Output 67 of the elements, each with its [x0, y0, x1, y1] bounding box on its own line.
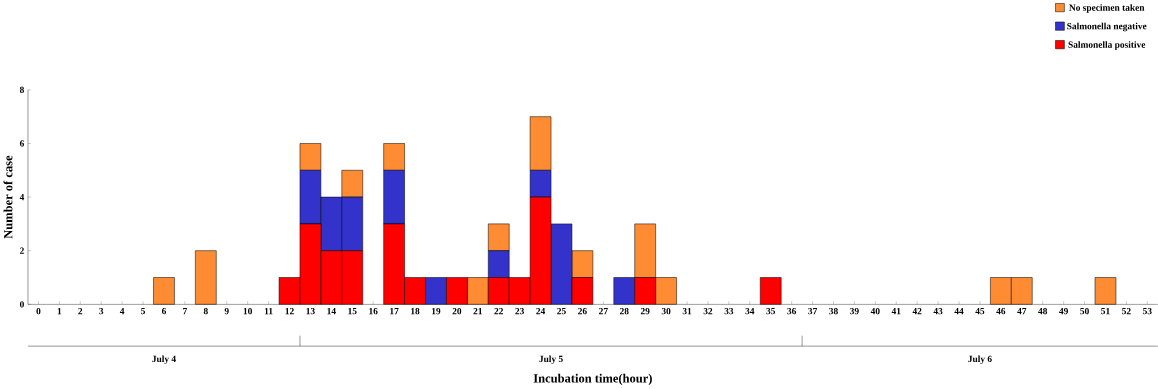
x-tick-label: 27 [599, 308, 608, 315]
x-tick-label: 7 [183, 308, 188, 315]
x-tick-label: 51 [1101, 308, 1110, 315]
x-tick-label: 21 [473, 308, 483, 315]
x-tick-label: 40 [870, 308, 880, 315]
x-tick-label: 11 [264, 308, 273, 315]
x-tick-label: 41 [891, 308, 901, 315]
x-tick-label: 38 [829, 308, 838, 315]
x-tick-label: 20 [452, 308, 462, 315]
x-tick-label: 15 [348, 308, 357, 315]
y-tick-label: 8 [19, 86, 24, 94]
x-tick-label: 48 [1038, 308, 1048, 315]
x-tick-label: 43 [933, 308, 943, 315]
x-tick-label: 24 [536, 308, 546, 315]
text: July 6 [968, 355, 992, 365]
x-tick-label: 53 [1143, 308, 1152, 315]
x-tick-label: 36 [787, 308, 797, 315]
x-tick-label: 33 [724, 308, 734, 315]
x-tick-label: 46 [996, 308, 1006, 315]
x-tick-label: 47 [1017, 308, 1027, 315]
x-tick-label: 22 [494, 308, 504, 315]
text: July 5 [539, 355, 563, 365]
x-tick-label: 29 [640, 308, 650, 315]
x-tick-label: 8 [203, 308, 208, 315]
x-tick-label: 9 [224, 308, 229, 315]
x-tick-label: 3 [99, 308, 104, 315]
x-tick-label: 12 [285, 308, 294, 315]
x-tick-label: 13 [306, 308, 315, 315]
x-tick-label: 17 [390, 308, 399, 315]
x-tick-label: 16 [369, 308, 378, 315]
x-tick-label: 45 [975, 308, 985, 315]
legend-label: Salmonella positive [1068, 41, 1146, 50]
text: July 4 [152, 355, 176, 365]
x-tick-label: 4 [119, 308, 125, 315]
x-tick-label: 19 [432, 308, 441, 315]
x-tick-label: 5 [141, 308, 146, 315]
x-tick-label: 52 [1122, 308, 1131, 315]
x-tick-label: 42 [912, 308, 922, 315]
x-tick-label: 35 [766, 308, 776, 315]
x-tick-label: 26 [578, 308, 587, 315]
legend-label: Salmonella negative [1067, 22, 1147, 32]
x-tick-label: 39 [850, 308, 859, 315]
x-tick-label: 28 [619, 308, 629, 315]
legend-label: No specimen taken [1069, 4, 1145, 13]
y-tick-label: 6 [19, 140, 25, 147]
x-tick-label: 49 [1059, 308, 1068, 315]
x-tick-label: 31 [682, 308, 692, 315]
x-tick-label: 44 [954, 308, 964, 315]
x-tick-label: 18 [411, 308, 420, 315]
y-tick-label: 2 [20, 247, 24, 254]
x-tick-label: 37 [808, 308, 818, 315]
y-axis-title: Number of case [3, 155, 13, 239]
x-tick-label: 10 [243, 308, 252, 315]
x-tick-label: 6 [161, 308, 167, 315]
x-tick-label: 1 [57, 308, 62, 315]
x-tick-label: 30 [661, 308, 671, 315]
x-tick-label: 14 [327, 308, 336, 315]
x-tick-label: 32 [703, 308, 713, 315]
x-tick-label: 0 [36, 308, 41, 315]
x-tick-label: 23 [515, 308, 525, 315]
x-tick-label: 34 [745, 308, 755, 315]
x-tick-label: 25 [557, 308, 566, 315]
y-tick-label: 0 [19, 301, 24, 308]
x-axis-title: Incubation time(hour) [533, 373, 652, 386]
x-tick-label: 50 [1080, 308, 1089, 315]
y-tick-label: 4 [19, 194, 25, 201]
x-tick-label: 2 [78, 308, 83, 315]
